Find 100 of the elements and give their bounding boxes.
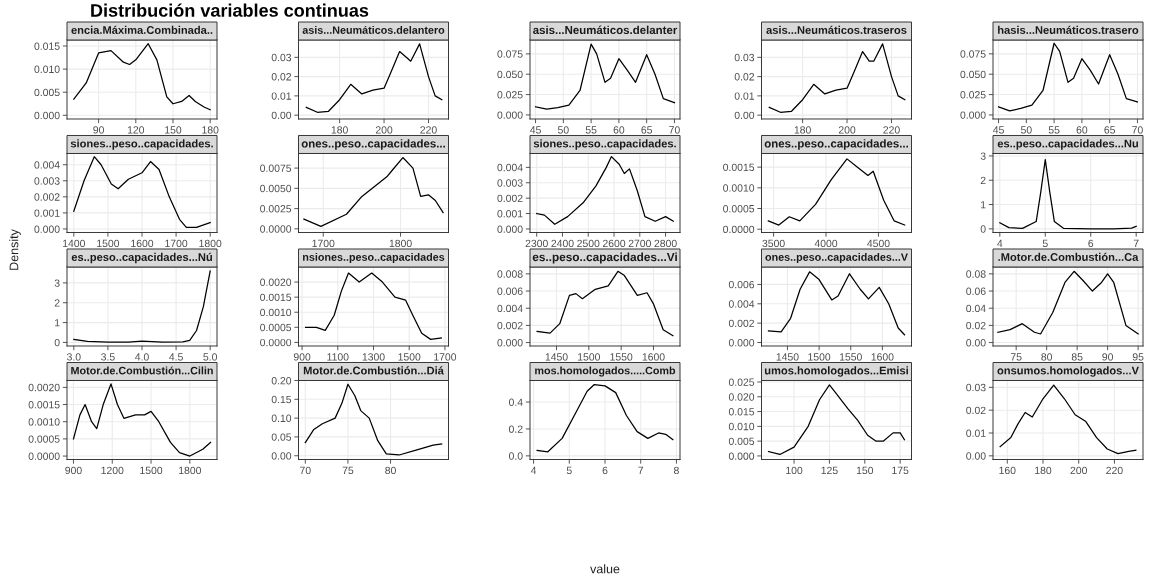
x-tick-label: 95 — [1132, 353, 1144, 361]
x-tick-label: 175 — [892, 466, 909, 475]
y-tick-label: 0.0005 — [28, 435, 60, 443]
y-tick-label: 0.0020 — [260, 278, 292, 286]
y-tick-label: 0.0015 — [723, 163, 755, 172]
y-tick-label: 0.0015 — [28, 401, 60, 409]
x-tick-label: 1700 — [165, 239, 188, 248]
x-tick-label: 1200 — [101, 466, 124, 475]
x-tick-label: 90 — [93, 126, 104, 134]
y-tick-label: 0.000 — [728, 339, 755, 347]
x-tick-label: 60 — [1076, 126, 1088, 134]
y-tick-label: 0.010 — [728, 422, 755, 431]
y-tick-label: 0.025 — [728, 378, 755, 386]
y-tick-label: 0.004 — [497, 304, 523, 313]
y-tick-label: 0.001 — [497, 210, 523, 218]
text: Density — [9, 229, 21, 270]
line-series — [304, 383, 443, 456]
y-tick-label: 0.004 — [497, 163, 523, 172]
y-tick-label: 0.00 — [734, 111, 755, 120]
x-tick-label: 180 — [794, 126, 811, 134]
chart-title: es..peso..capacidades...Nú — [71, 252, 212, 264]
y-tick-label: 0.06 — [966, 287, 986, 295]
y-tick-label: 1 — [55, 319, 60, 327]
line-series — [767, 384, 906, 456]
x-tick-label: 2800 — [654, 239, 677, 248]
y-tick-label: 0.050 — [960, 70, 986, 79]
y-tick-label: 2 — [54, 299, 60, 307]
chart-title: Motor.de.Combustión...Cilin — [71, 366, 213, 375]
y-tick-label: 0.015 — [728, 408, 755, 416]
x-tick-label: 65 — [641, 126, 653, 134]
chart-title: ones..peso..capacidades... — [301, 139, 445, 150]
x-tick-label: 1800 — [389, 239, 412, 248]
line-series — [73, 156, 211, 228]
x-tick-label: 1100 — [327, 353, 349, 361]
x-tick-label: 65 — [1104, 126, 1116, 134]
x-tick-label: 1800 — [179, 466, 202, 475]
x-tick-label: 7 — [1133, 239, 1139, 247]
x-tick-label: 1450 — [545, 353, 568, 361]
x-tick-label: 4000 — [814, 239, 838, 248]
y-tick-label: 0 — [980, 225, 986, 233]
line-series — [536, 155, 674, 225]
y-tick-label: 0.4 — [508, 398, 523, 406]
x-tick-label: 1500 — [398, 353, 421, 361]
line-series — [767, 271, 906, 336]
x-tick-label: 4.0 — [135, 353, 149, 361]
y-tick-label: 0.02 — [271, 73, 292, 81]
x-tick-label: 150 — [856, 466, 874, 475]
x-tick-label: 50 — [557, 126, 569, 134]
y-tick-label: 0.002 — [728, 319, 755, 328]
y-tick-label: 0.075 — [497, 50, 523, 58]
line-series — [305, 43, 443, 113]
x-tick-label: 100 — [786, 466, 803, 475]
y-tick-label: 0.002 — [497, 321, 523, 330]
x-tick-label: 1800 — [199, 239, 222, 248]
y-tick-label: 0.20 — [271, 377, 292, 385]
y-tick-label: 0.0020 — [28, 383, 60, 392]
x-tick-label: 1700 — [434, 353, 457, 361]
chart-title: ones..peso..capacidades...V — [765, 252, 908, 264]
x-tick-label: 200 — [838, 126, 856, 134]
y-tick-label: 0.025 — [497, 91, 523, 99]
x-tick-label: 6 — [602, 466, 608, 475]
x-tick-label: 180 — [1035, 466, 1052, 475]
x-tick-label: 1500 — [578, 353, 601, 361]
x-tick-label: 1550 — [610, 353, 633, 361]
y-tick-label: 0.004 — [34, 161, 60, 169]
x-tick-label: 7 — [638, 466, 644, 474]
y-tick-label: 0.2 — [508, 425, 523, 433]
x-tick-label: 4 — [530, 466, 537, 474]
y-tick-label: 0.004 — [728, 300, 755, 308]
x-tick-label: 900 — [293, 353, 311, 361]
y-tick-label: 1 — [981, 201, 986, 209]
x-tick-label: 1600 — [871, 353, 894, 361]
x-tick-label: 3500 — [762, 239, 785, 248]
x-tick-label: 55 — [1048, 126, 1060, 134]
x-tick-label: 70 — [1132, 126, 1143, 134]
x-tick-label: 4500 — [867, 239, 890, 248]
y-tick-label: 0.15 — [271, 395, 292, 404]
y-tick-label: 0.0075 — [260, 164, 292, 172]
y-tick-label: 0.0000 — [723, 225, 755, 234]
y-tick-label: 0.003 — [497, 179, 523, 187]
y-tick-label: 0.02 — [966, 406, 986, 415]
y-tick-label: 0.00 — [271, 452, 292, 460]
line-series — [73, 43, 211, 111]
y-tick-label: 0.003 — [34, 177, 60, 185]
y-tick-label: 0.0 — [508, 452, 523, 460]
x-tick-label: 80 — [385, 466, 396, 475]
y-tick-label: 0.002 — [34, 193, 60, 201]
y-tick-label: 0.00 — [271, 111, 292, 120]
y-tick-label: 0.006 — [497, 287, 523, 295]
chart-title: .Motor.de.Combustión...Ca — [998, 252, 1139, 261]
y-tick-label: 3 — [980, 152, 986, 160]
x-tick-label: 200 — [1070, 466, 1087, 475]
line-series — [997, 270, 1139, 335]
x-tick-label: 75 — [1010, 353, 1022, 361]
y-tick-label: 0.0010 — [28, 418, 60, 426]
chart-title: siones..peso..capacidades. — [533, 139, 676, 150]
y-tick-label: 0.10 — [271, 414, 292, 422]
y-tick-label: 0.0050 — [260, 184, 292, 193]
line-series — [73, 270, 211, 343]
line-series — [999, 384, 1137, 455]
